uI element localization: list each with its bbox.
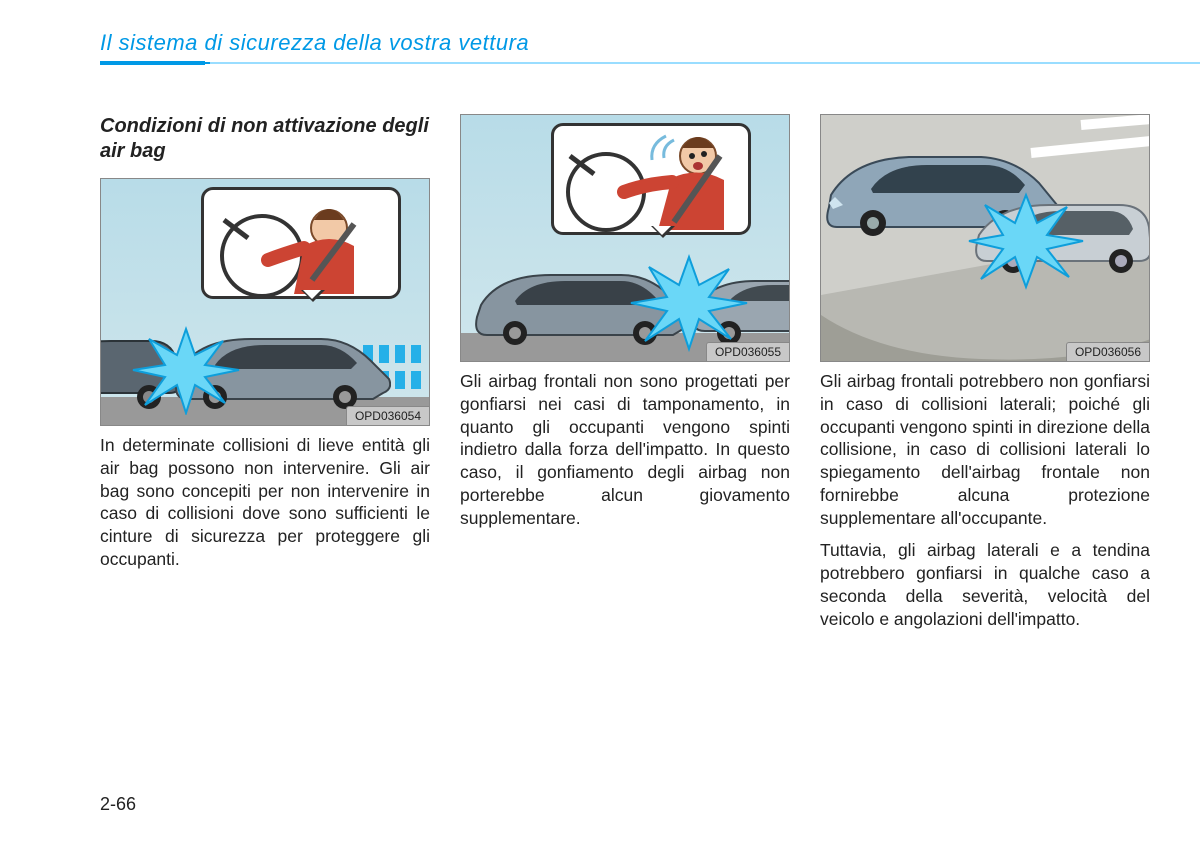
driver-illustration-leanback xyxy=(554,126,754,238)
section-heading: Condizioni di non attivazione degli air … xyxy=(100,114,430,164)
paragraph: Gli airbag frontali potrebbero non gonfi… xyxy=(820,370,1150,529)
page-header: Il sistema di sicurezza della vostra vet… xyxy=(0,0,1200,64)
paragraph: In determinate collisioni di lieve entit… xyxy=(100,434,430,571)
page-number: 2-66 xyxy=(100,794,136,815)
side-impact-scene xyxy=(821,115,1150,362)
figure-rear-end-collision: OPD036055 xyxy=(460,114,790,362)
figure-label: OPD036054 xyxy=(346,406,429,425)
impact-starburst-icon xyxy=(131,325,241,415)
content-columns: Condizioni di non attivazione degli air … xyxy=(0,64,1200,630)
figure-side-impact: OPD036056 xyxy=(820,114,1150,362)
column-1: Condizioni di non attivazione degli air … xyxy=(100,114,430,630)
paragraph: Gli airbag frontali non sono progettati … xyxy=(460,370,790,529)
driver-inset-balloon xyxy=(201,187,401,299)
paragraph: Tuttavia, gli airbag laterali e a tendin… xyxy=(820,539,1150,630)
impact-starburst-icon xyxy=(629,253,749,353)
column-2: OPD036055 Gli airbag frontali non sono p… xyxy=(460,114,790,630)
header-title: Il sistema di sicurezza della vostra vet… xyxy=(100,30,1200,56)
figure-label: OPD036055 xyxy=(706,342,789,361)
column-3: OPD036056 Gli airbag frontali potrebbero… xyxy=(820,114,1150,630)
header-rule xyxy=(100,62,1200,64)
driver-inset-balloon xyxy=(551,123,751,235)
figure-label: OPD036056 xyxy=(1066,342,1149,361)
figure-low-speed-collision: OPD036054 xyxy=(100,178,430,426)
driver-illustration xyxy=(204,190,404,302)
